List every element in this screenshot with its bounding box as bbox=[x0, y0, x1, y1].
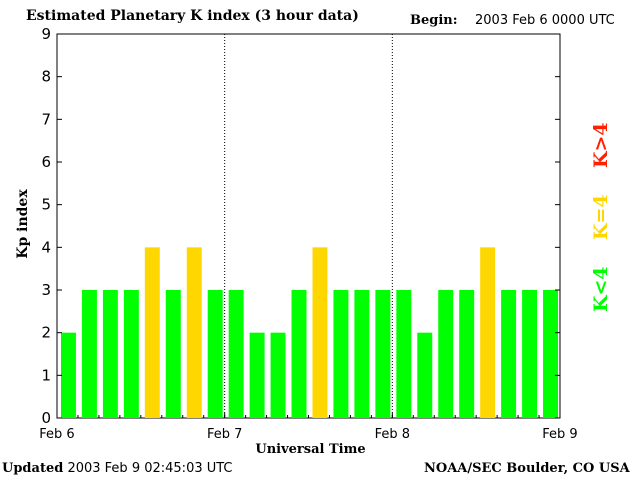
bar-7 bbox=[207, 290, 223, 418]
bar-22 bbox=[522, 290, 538, 418]
bar-12 bbox=[312, 247, 328, 418]
bar-11 bbox=[291, 290, 307, 418]
y-tick-label-1: 1 bbox=[41, 366, 51, 384]
bar-20 bbox=[480, 247, 496, 418]
bar-23 bbox=[543, 290, 558, 418]
y-tick-label-2: 2 bbox=[41, 324, 51, 342]
bar-9 bbox=[249, 332, 265, 418]
bar-8 bbox=[228, 290, 244, 418]
bar-18 bbox=[438, 290, 454, 418]
bar-19 bbox=[459, 290, 475, 418]
x-tick-label-0: Feb 6 bbox=[39, 427, 74, 442]
chart-title: Estimated Planetary K index (3 hour data… bbox=[26, 8, 359, 24]
bar-5 bbox=[165, 290, 181, 418]
bar-16 bbox=[396, 290, 412, 418]
bar-14 bbox=[354, 290, 370, 418]
updated-value: 2003 Feb 9 02:45:03 UTC bbox=[67, 461, 233, 476]
bar-15 bbox=[375, 290, 391, 418]
x-tick-label-3: Feb 9 bbox=[542, 427, 577, 442]
y-tick-label-6: 6 bbox=[41, 153, 51, 171]
legend-low: K<4 bbox=[590, 266, 612, 312]
legend-high: K>4 bbox=[590, 122, 612, 168]
bar-3 bbox=[123, 290, 139, 418]
bar-17 bbox=[417, 332, 433, 418]
y-tick-label-4: 4 bbox=[41, 238, 51, 256]
bar-21 bbox=[501, 290, 517, 418]
bar-1 bbox=[81, 290, 97, 418]
x-tick-label-1: Feb 7 bbox=[207, 427, 242, 442]
bar-0 bbox=[61, 332, 76, 418]
credit-label: NOAA/SEC Boulder, CO USA bbox=[424, 461, 630, 476]
begin-value: 2003 Feb 6 0000 UTC bbox=[475, 13, 615, 28]
updated-timestamp: Updated 2003 Feb 9 02:45:03 UTC bbox=[2, 461, 233, 476]
bar-6 bbox=[186, 247, 202, 418]
y-tick-label-9: 9 bbox=[41, 25, 51, 43]
x-axis-label: Universal Time bbox=[255, 442, 365, 457]
bar-4 bbox=[144, 247, 160, 418]
bar-10 bbox=[270, 332, 286, 418]
y-axis-label: Kp index bbox=[15, 189, 31, 259]
y-tick-label-7: 7 bbox=[41, 110, 51, 128]
updated-label: Updated bbox=[2, 461, 64, 476]
bar-13 bbox=[333, 290, 349, 418]
bar-2 bbox=[102, 290, 118, 418]
y-tick-label-5: 5 bbox=[41, 196, 51, 214]
legend-mid: K=4 bbox=[590, 194, 612, 240]
y-tick-label-8: 8 bbox=[41, 68, 51, 86]
y-tick-label-3: 3 bbox=[41, 281, 51, 299]
begin-label: Begin: bbox=[410, 13, 458, 28]
x-tick-label-2: Feb 8 bbox=[375, 427, 410, 442]
y-tick-label-0: 0 bbox=[41, 409, 51, 427]
kp-index-chart: 0 1 2 3 4 5 6 7 8 9 Feb 6 Feb 7 Feb 8 Feb 9 Universal … bbox=[15, 25, 578, 457]
